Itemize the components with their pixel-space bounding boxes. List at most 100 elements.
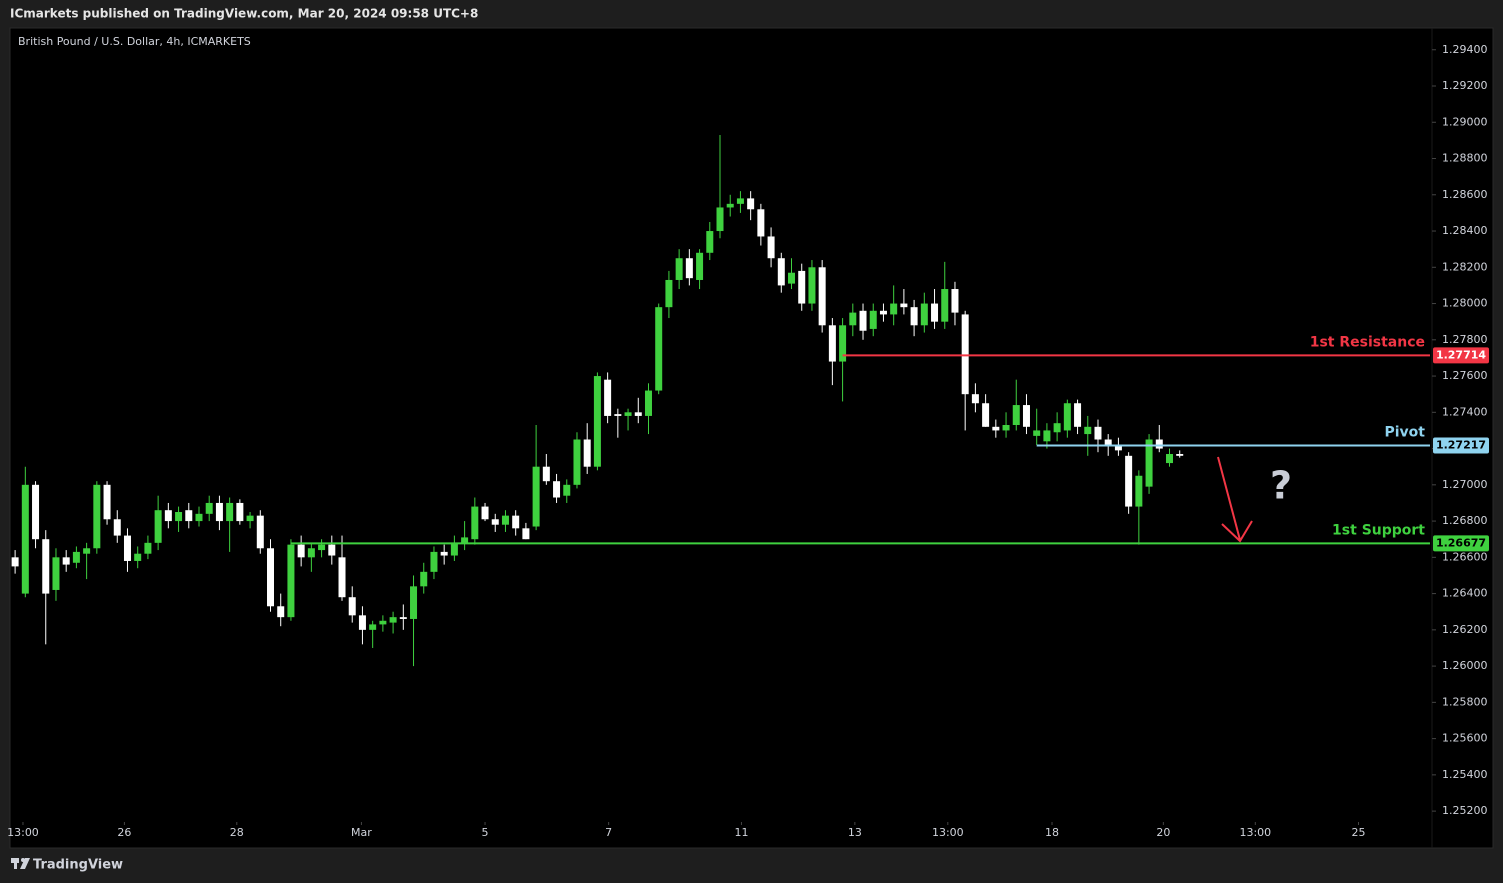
candle-body — [716, 207, 724, 232]
candle-body — [583, 439, 591, 467]
candle-body — [246, 515, 254, 522]
candle-body — [1053, 423, 1061, 433]
y-tick-label: 1.28000 — [1442, 297, 1488, 310]
candle-body — [818, 267, 826, 326]
candle-body — [287, 544, 295, 618]
candle-body — [634, 412, 642, 416]
candle-body — [195, 513, 203, 522]
candle-body — [389, 617, 397, 623]
candle-body — [1135, 475, 1143, 507]
x-tick-label: 13:00 — [1239, 826, 1271, 839]
level-label: Pivot — [1385, 424, 1426, 440]
candle-body — [307, 548, 315, 558]
candle-body — [798, 270, 806, 304]
candle-body — [32, 484, 40, 540]
candle-body — [961, 314, 969, 395]
y-tick-label: 1.28600 — [1442, 188, 1488, 201]
chart-title: British Pound / U.S. Dollar, 4h, ICMARKE… — [18, 35, 251, 48]
candle-body — [1022, 405, 1030, 427]
candle-body — [573, 439, 581, 485]
candle-body — [226, 502, 234, 522]
candle-body — [338, 557, 346, 598]
candle-body — [910, 307, 918, 326]
candle-body — [553, 481, 561, 498]
footer-brand: TradingView — [33, 858, 123, 873]
candle-body — [440, 551, 448, 556]
candle-body — [1165, 454, 1173, 464]
candle-body — [747, 198, 755, 210]
y-tick-label: 1.25600 — [1442, 732, 1488, 745]
candle-body — [1012, 405, 1020, 425]
candle-body — [318, 544, 326, 551]
candle-body — [726, 203, 734, 208]
y-tick-label: 1.28400 — [1442, 224, 1488, 237]
x-tick-label: 11 — [734, 826, 748, 839]
candle-body — [185, 510, 193, 522]
candle-body — [542, 466, 550, 482]
y-tick-label: 1.26600 — [1442, 550, 1488, 563]
candle-body — [450, 542, 458, 556]
candle-body — [1043, 430, 1051, 442]
candle-body — [900, 303, 908, 308]
candles — [11, 134, 1184, 667]
candle-body — [297, 544, 305, 558]
candle-body — [379, 620, 387, 625]
candle-body — [982, 403, 990, 427]
level-label: 1st Support — [1332, 522, 1425, 538]
x-tick-label: 18 — [1045, 826, 1059, 839]
chart-area — [9, 27, 1494, 849]
candle-body — [277, 606, 285, 618]
candle-body — [675, 258, 683, 280]
candle-body — [236, 502, 244, 522]
candle-body — [665, 279, 673, 308]
candle-body — [123, 535, 131, 561]
x-tick-label: 28 — [230, 826, 244, 839]
candle-body — [1033, 430, 1041, 436]
candle-body — [154, 510, 162, 543]
candle-body — [420, 571, 428, 587]
y-tick-label: 1.28800 — [1442, 152, 1488, 165]
price-tag — [1433, 437, 1489, 454]
price-tag — [1433, 535, 1489, 552]
candle-body — [931, 303, 939, 322]
candle-body — [828, 325, 836, 362]
candle-body — [1125, 455, 1133, 507]
candle-body — [1155, 439, 1163, 449]
y-tick-label: 1.25800 — [1442, 695, 1488, 708]
candle-body — [1084, 426, 1092, 435]
candle-body — [1074, 403, 1082, 427]
candle-body — [471, 506, 479, 540]
y-tick-label: 1.29400 — [1442, 43, 1488, 56]
y-tick-label: 1.27800 — [1442, 333, 1488, 346]
candle-body — [11, 557, 19, 567]
candle-body — [481, 506, 489, 520]
y-tick-label: 1.29200 — [1442, 79, 1488, 92]
candle-body — [879, 310, 887, 315]
candle-body — [164, 510, 172, 522]
x-tick-label: 26 — [117, 826, 131, 839]
y-tick-label: 1.26800 — [1442, 514, 1488, 527]
y-tick-label: 1.26200 — [1442, 623, 1488, 636]
candle-body — [777, 258, 785, 286]
x-tick-label: Mar — [351, 826, 372, 839]
candle-body — [941, 289, 949, 322]
candle-body — [144, 542, 152, 554]
candle-body — [920, 303, 928, 326]
x-tick-label: 13:00 — [932, 826, 964, 839]
candle-body — [1176, 454, 1184, 456]
candle-body — [614, 414, 622, 416]
candle-body — [839, 325, 847, 362]
candle-body — [859, 310, 867, 331]
candle-body — [992, 426, 1000, 431]
candle-body — [430, 551, 438, 572]
candle-body — [971, 394, 979, 404]
price-tag-label: 1.27217 — [1436, 438, 1486, 451]
candle-body — [461, 537, 469, 543]
candle-body — [696, 252, 704, 280]
y-tick-label: 1.25200 — [1442, 804, 1488, 817]
y-tick-label: 1.27000 — [1442, 478, 1488, 491]
candle-body — [328, 544, 336, 556]
candle-body — [736, 198, 744, 204]
candle-body — [113, 519, 121, 536]
